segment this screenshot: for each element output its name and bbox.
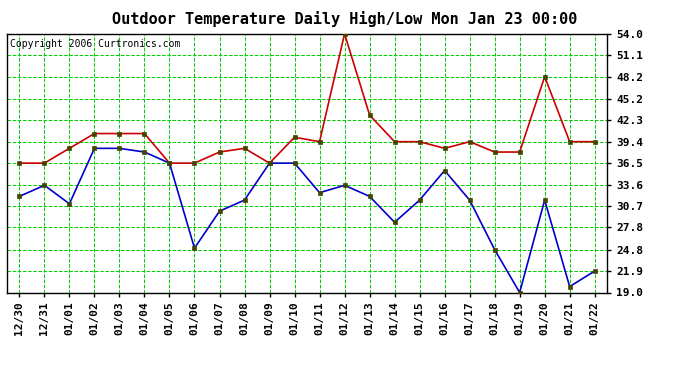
Text: Outdoor Temperature Daily High/Low Mon Jan 23 00:00: Outdoor Temperature Daily High/Low Mon J… xyxy=(112,11,578,27)
Text: Copyright 2006 Curtronics.com: Copyright 2006 Curtronics.com xyxy=(10,39,180,49)
